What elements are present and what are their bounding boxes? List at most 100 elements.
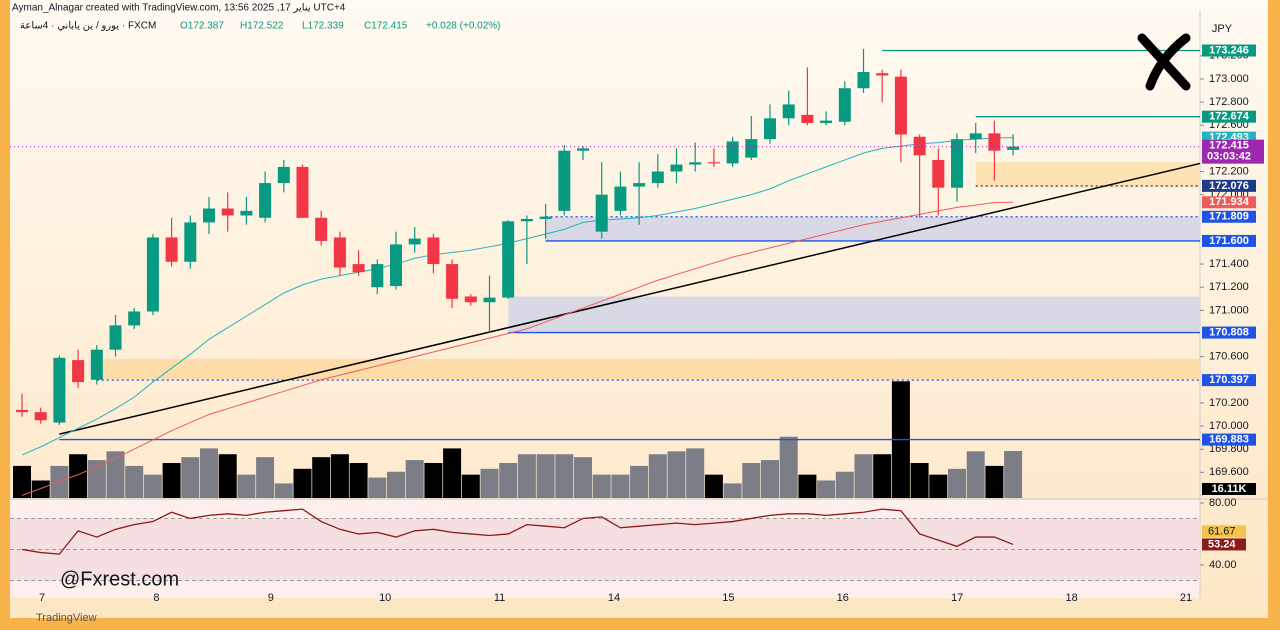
ohlc-close: C172.415 <box>364 21 408 32</box>
x-tick-label: 8 <box>153 592 159 604</box>
level-box <box>1202 179 1256 192</box>
candle-body <box>203 208 215 223</box>
rsi-ma-label: 61.67 <box>1208 525 1236 537</box>
candle-body <box>53 357 66 423</box>
volume-bar <box>237 474 256 498</box>
volume-bar <box>293 468 312 498</box>
candle-body <box>371 264 384 288</box>
symbol: يورو / ين ياباني · 4ساعة · FXCM <box>20 21 156 32</box>
watermark: @Fxrest.com <box>60 568 179 590</box>
y-tick-label: 171.400 <box>1209 258 1249 270</box>
level-box <box>1202 44 1256 57</box>
volume-last-label: 16.11K <box>1212 483 1247 495</box>
volume-bar <box>667 451 686 498</box>
candle-body <box>577 148 589 151</box>
volume-bar <box>274 483 293 498</box>
level-label: 170.397 <box>1209 374 1249 386</box>
candle-body <box>109 325 122 350</box>
volume-bar <box>854 454 873 498</box>
volume-bar <box>256 457 275 498</box>
ohlc-low: L172.339 <box>302 21 344 32</box>
volume-last-box <box>1202 483 1256 495</box>
candle-body <box>146 237 159 312</box>
candle-body <box>446 264 459 299</box>
zone <box>96 358 1200 380</box>
candle-body <box>782 104 795 119</box>
y-tick-label: 170.600 <box>1209 351 1249 363</box>
y-tick-label: 170.000 <box>1209 420 1249 432</box>
candle-body <box>72 360 85 383</box>
volume-bar <box>873 454 892 498</box>
ohlc-high: H172.522 <box>240 21 284 32</box>
volume-bar <box>13 465 31 498</box>
level-label: 171.600 <box>1209 235 1249 247</box>
volume-bar <box>574 457 592 498</box>
volume-bar <box>835 471 854 498</box>
rsi-last-label: 53.24 <box>1208 538 1236 550</box>
ma-label: 171.934 <box>1209 196 1250 208</box>
candle-body <box>651 171 664 184</box>
rsi-ma-box <box>1202 525 1246 538</box>
candle-body <box>876 73 889 76</box>
candle-body <box>614 186 627 211</box>
volume-bar <box>405 460 424 498</box>
volume-bar <box>31 480 50 498</box>
candle-body <box>502 221 515 298</box>
level-box <box>1202 234 1256 247</box>
candle-body <box>296 166 309 218</box>
x-tick-label: 15 <box>722 592 734 604</box>
candle-body <box>165 237 178 262</box>
volume-bar <box>162 462 181 498</box>
volume-bar <box>630 465 649 498</box>
volume-bar <box>742 462 761 498</box>
level-label: 170.808 <box>1209 326 1249 338</box>
volume-bar <box>948 468 966 498</box>
candle-body <box>90 349 103 380</box>
candle-body <box>894 76 907 135</box>
credit: Ayman_Alnagar created with TradingView.c… <box>12 3 346 14</box>
candle-body <box>277 166 290 184</box>
candle-body <box>633 183 646 187</box>
y-tick-label: 172.800 <box>1209 96 1249 108</box>
candle-body <box>315 217 328 241</box>
logo <box>1137 33 1191 91</box>
candle-body <box>1007 146 1020 150</box>
candle-body <box>745 139 758 158</box>
x-tick-label: 14 <box>608 592 620 604</box>
volume-bar <box>985 465 1004 498</box>
candle-body <box>670 164 683 172</box>
zone <box>508 296 1200 333</box>
zone <box>975 162 1200 188</box>
candle-body <box>184 222 197 262</box>
y-tick-label: 170.200 <box>1209 397 1249 409</box>
x-tick-label: 10 <box>379 592 391 604</box>
rsi-tick-label: 40.00 <box>1209 559 1237 571</box>
candle-body <box>128 311 141 326</box>
volume-bar <box>929 474 948 498</box>
rsi-last-box <box>1202 538 1246 551</box>
candle-body <box>913 136 926 156</box>
candle-body <box>16 409 28 413</box>
plot: 173.200173.000172.800172.600172.200172.0… <box>10 44 1264 604</box>
volume-bar <box>704 474 723 498</box>
volume-bar <box>87 460 106 498</box>
candle-body <box>969 133 982 140</box>
candle-body <box>838 88 851 122</box>
y-tick-label: 169.600 <box>1209 466 1249 478</box>
candle-body <box>408 238 421 245</box>
volume-bar <box>387 471 405 498</box>
moving-average <box>21 137 1014 456</box>
volume-bar <box>779 436 798 498</box>
volume-bar <box>143 474 162 498</box>
x-tick-label: 16 <box>837 592 849 604</box>
candle-body <box>427 237 440 265</box>
level-label: 172.076 <box>1209 180 1249 192</box>
volume-bar <box>761 460 779 498</box>
candle-body <box>988 133 1001 151</box>
candle-body <box>259 183 272 218</box>
level-label: 173.246 <box>1209 44 1249 56</box>
x-tick-label: 7 <box>39 592 45 604</box>
candle-body <box>951 139 963 188</box>
